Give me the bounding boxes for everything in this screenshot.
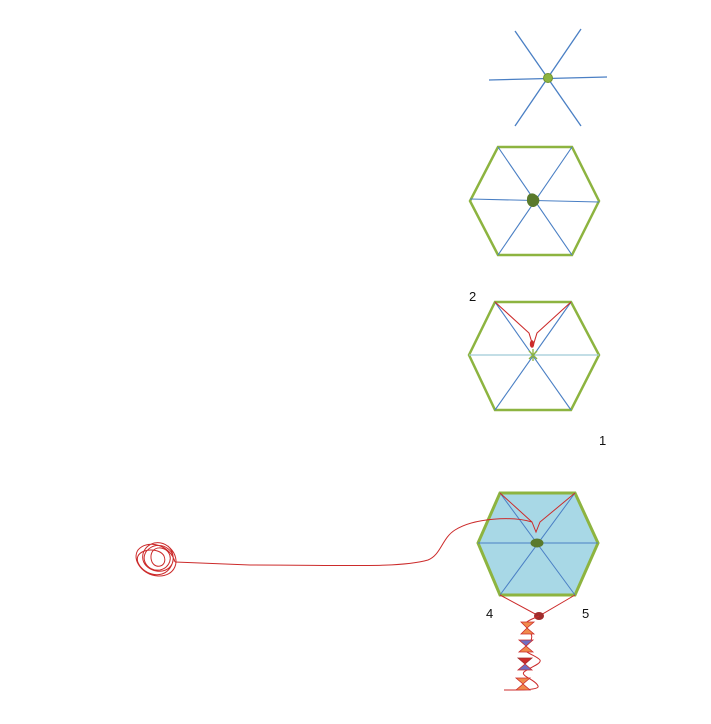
step-bridle: 2 xyxy=(467,289,601,412)
step-frame xyxy=(468,145,601,257)
tail-bow xyxy=(514,677,532,691)
spar-hub xyxy=(543,73,553,83)
label-corner-4: 4 xyxy=(486,606,493,621)
label-step-1: 1 xyxy=(599,433,606,448)
flying-line xyxy=(174,518,533,567)
tail-bow xyxy=(516,657,534,671)
step-finished-kite: 4 5 xyxy=(135,491,600,691)
center-hub xyxy=(526,193,540,208)
label-step-2: 2 xyxy=(469,289,476,304)
step-spars xyxy=(488,28,608,127)
tail-bow xyxy=(517,639,535,653)
center-hub xyxy=(528,349,538,361)
tangled-line-ball xyxy=(135,542,177,577)
bridle-string xyxy=(499,492,576,534)
bridle-knot xyxy=(529,340,535,348)
center-hub xyxy=(530,538,544,548)
tail-bow xyxy=(520,621,536,635)
bridle-string xyxy=(494,301,572,348)
label-corner-5: 5 xyxy=(582,606,589,621)
